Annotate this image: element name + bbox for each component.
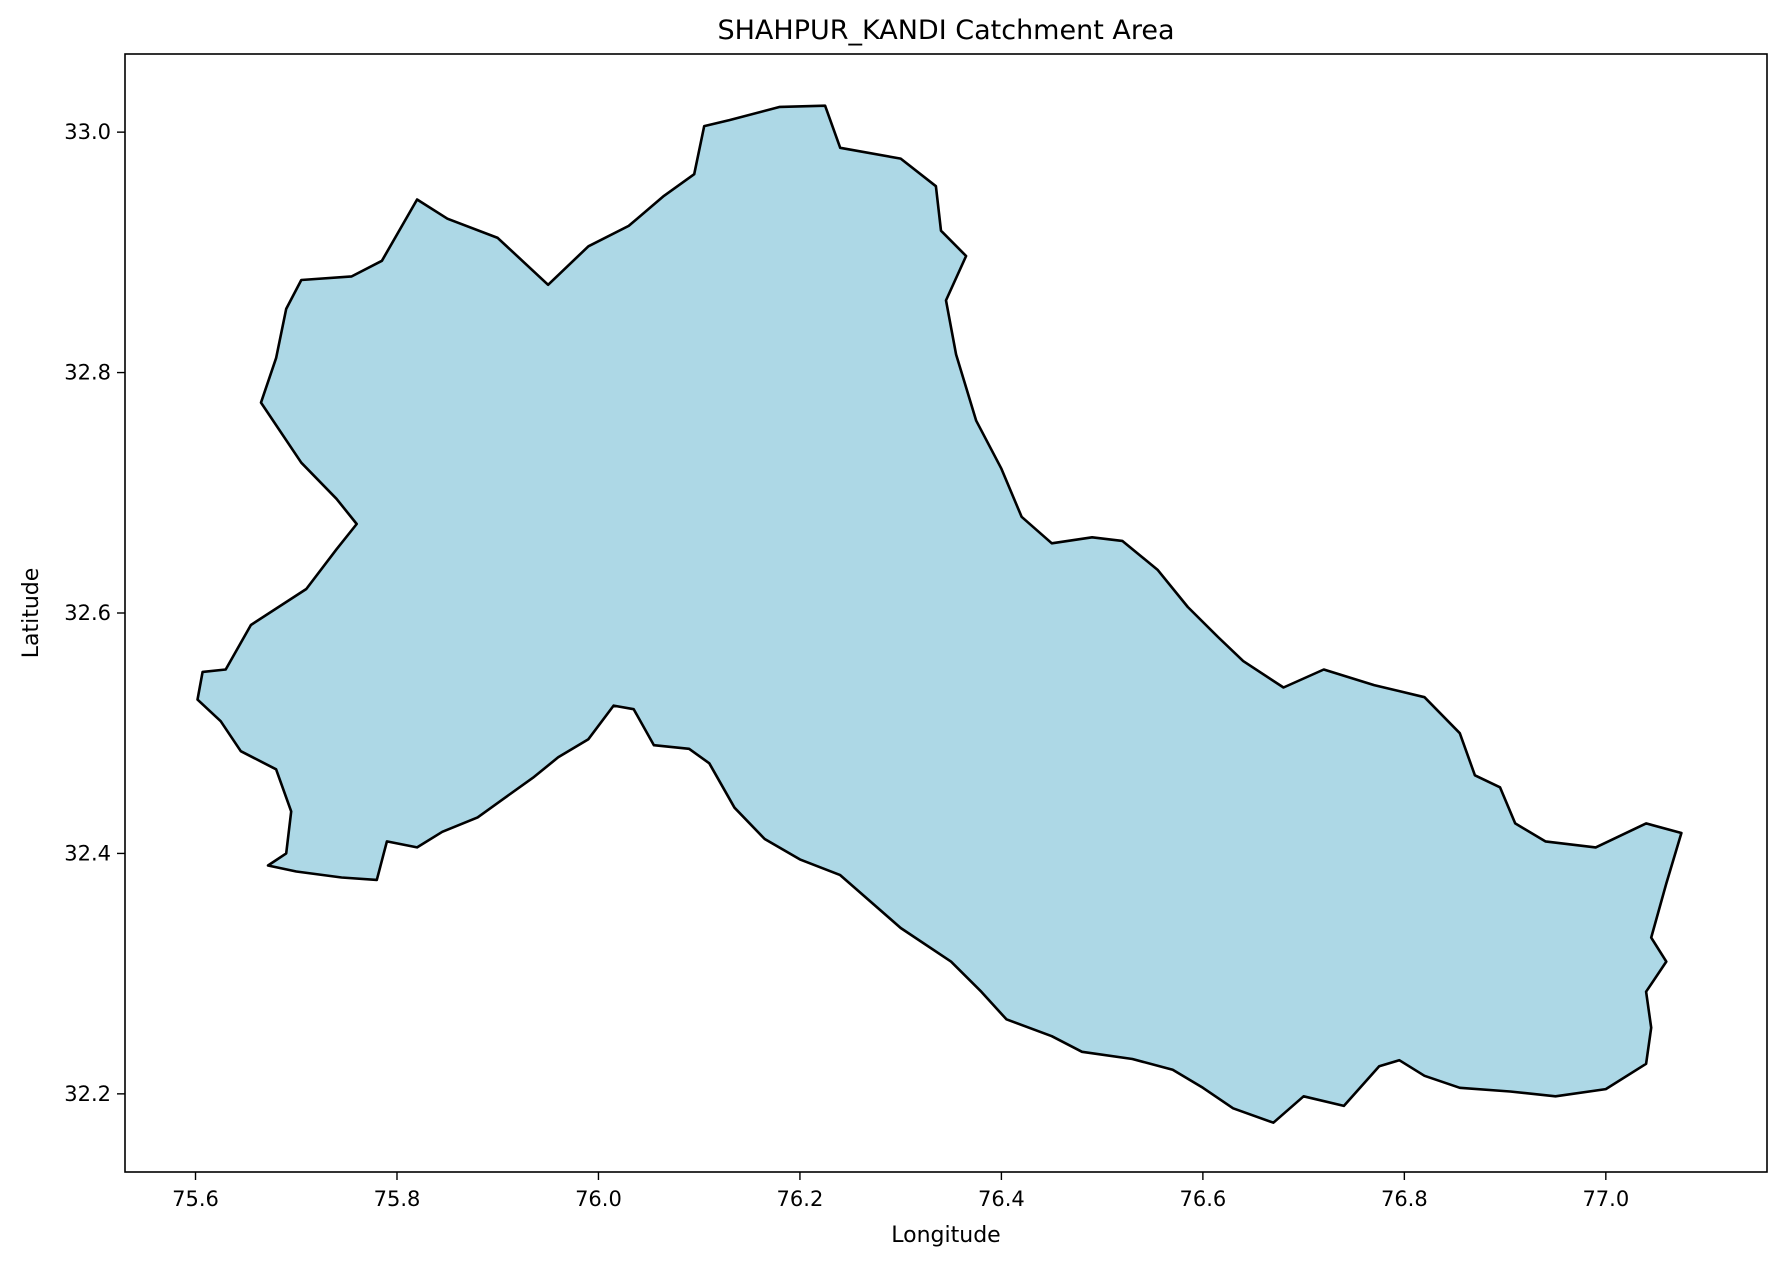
y-axis-ticks: 32.2 32.4 32.6 32.8 33.0 <box>64 120 125 1106</box>
map-layer <box>196 104 1683 1124</box>
y-tick-label: 32.4 <box>64 841 111 865</box>
x-axis-label: Longitude <box>891 1223 1000 1248</box>
y-tick-label: 33.0 <box>64 120 111 144</box>
y-axis-label: Latitude <box>19 568 44 659</box>
x-tick-label: 76.2 <box>777 1187 824 1211</box>
x-tick-label: 75.8 <box>374 1187 421 1211</box>
y-tick-label: 32.8 <box>64 361 111 385</box>
x-tick-label: 76.8 <box>1381 1187 1428 1211</box>
y-tick-label: 32.2 <box>64 1082 111 1106</box>
catchment-polygon <box>196 104 1683 1124</box>
x-axis-ticks: 75.6 75.8 76.0 76.2 76.4 76.6 76.8 77.0 <box>172 1172 1629 1211</box>
x-tick-label: 75.6 <box>172 1187 219 1211</box>
chart-title: SHAHPUR_KANDI Catchment Area <box>717 15 1174 46</box>
y-tick-label: 32.6 <box>64 601 111 625</box>
x-tick-label: 76.0 <box>575 1187 622 1211</box>
x-tick-label: 76.4 <box>978 1187 1025 1211</box>
x-tick-label: 77.0 <box>1582 1187 1629 1211</box>
x-tick-label: 76.6 <box>1179 1187 1226 1211</box>
